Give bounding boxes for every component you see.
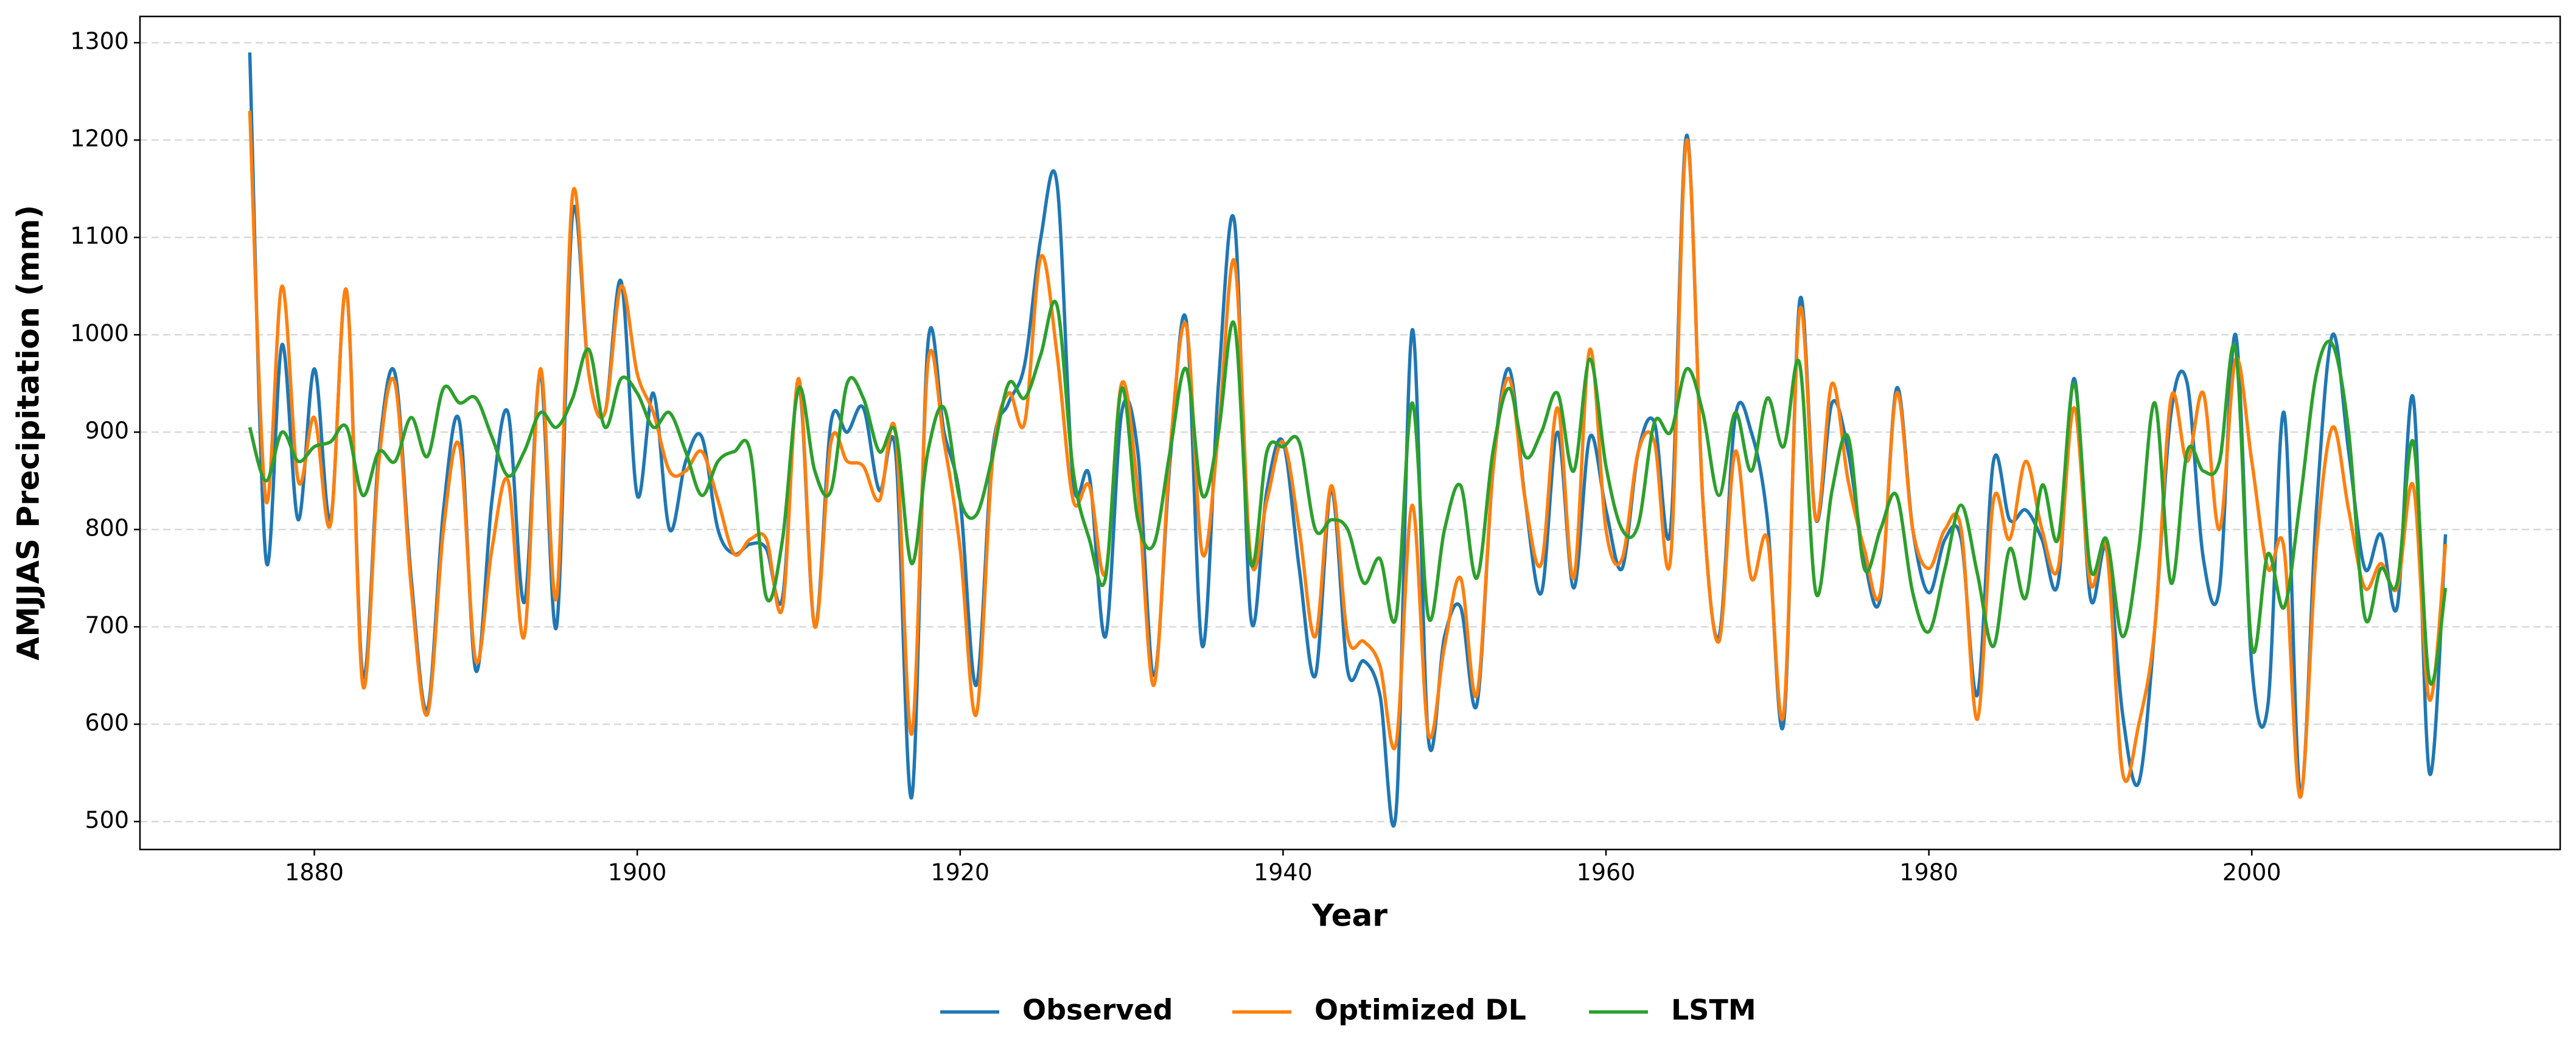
y-axis-label: AMJJAS Precipitation (mm) [11,205,46,661]
legend-label: LSTM [1671,994,1756,1027]
y-tick-label: 700 [85,612,129,639]
x-tick-label: 1940 [1254,859,1313,886]
data-line [248,111,2448,799]
plot-frame [139,15,2561,851]
legend-label: Observed [1022,994,1173,1027]
x-tick-label: 1900 [608,859,667,886]
legend-label: Optimized DL [1314,994,1526,1027]
x-tick-label: 2000 [2222,859,2281,886]
y-tick-label: 1200 [70,125,129,152]
data-line [248,299,2448,686]
y-tick-label: 1100 [70,223,129,249]
y-tick-label: 1300 [70,28,129,55]
x-axis-label: Year [1311,898,1387,933]
y-tick-label: 800 [85,515,129,542]
x-tick-label: 1980 [1899,859,1958,886]
x-tick-label: 1960 [1577,859,1636,886]
y-tick-label: 1000 [70,320,129,347]
x-tick-label: 1880 [285,859,344,886]
x-tick-label: 1920 [930,859,990,886]
y-tick-label: 600 [85,710,129,736]
y-tick-label: 900 [85,417,129,444]
y-tick-label: 500 [85,807,129,834]
